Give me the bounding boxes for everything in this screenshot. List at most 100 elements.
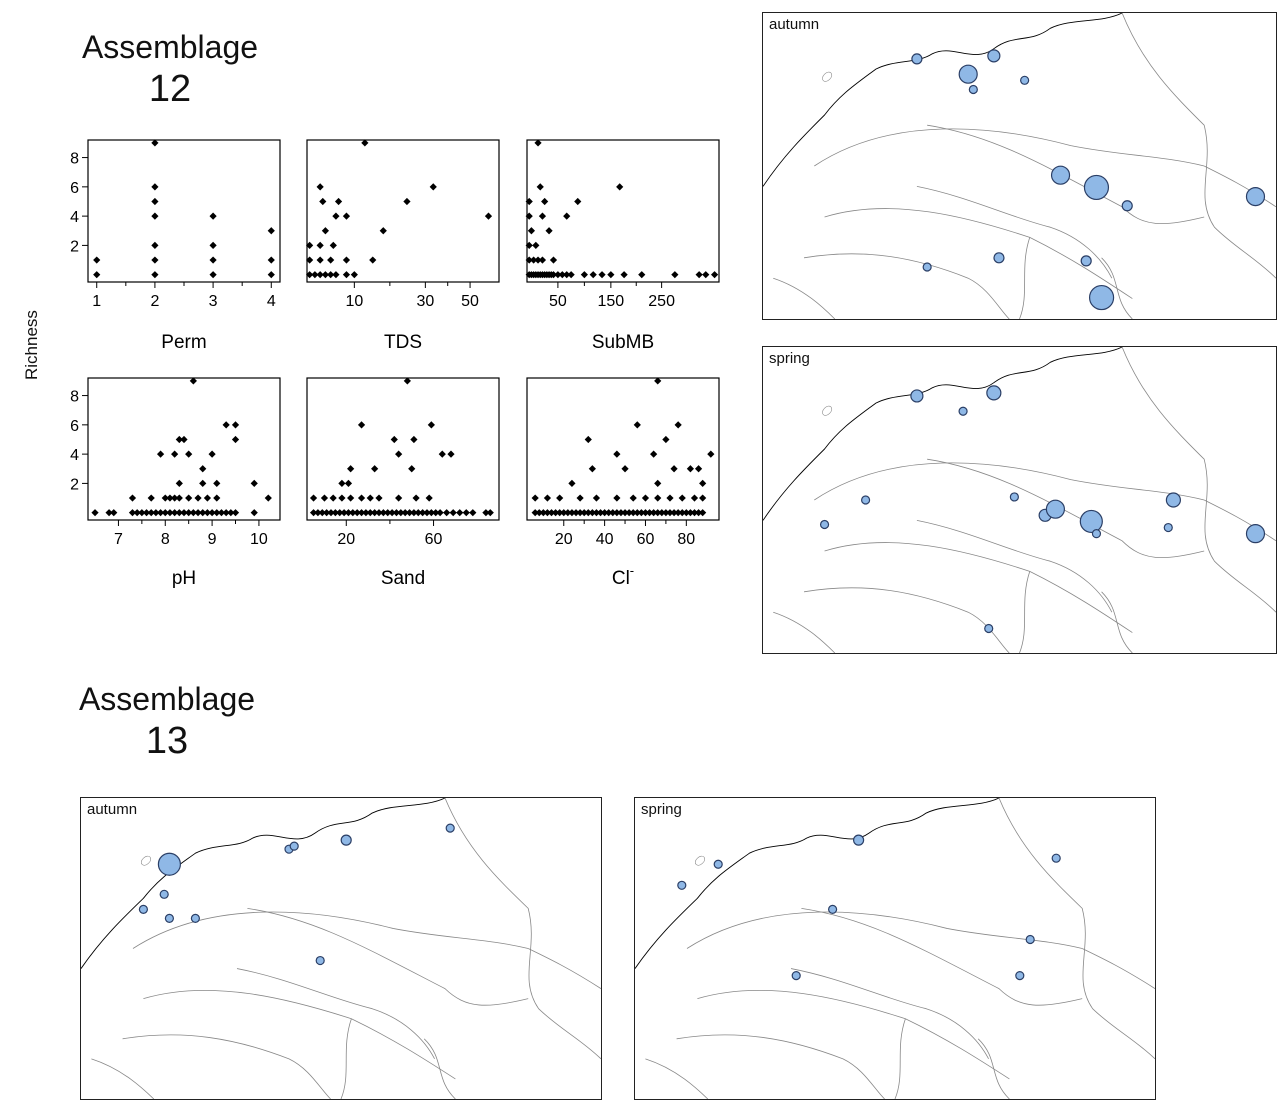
data-point: [568, 479, 576, 488]
map-boundary-line: [814, 463, 1204, 500]
occurrence-bubble: [1245, 187, 1266, 207]
data-point: [357, 421, 366, 429]
coastline: [763, 347, 1122, 520]
data-point: [332, 212, 340, 220]
data-point: [366, 494, 374, 502]
data-point: [222, 421, 230, 429]
data-point: [584, 509, 592, 517]
data-point: [349, 509, 357, 517]
data-point: [105, 509, 113, 517]
data-point: [128, 494, 137, 502]
x-tick-label: 150: [598, 293, 625, 310]
data-point: [629, 494, 637, 502]
map-boundary-line: [123, 1035, 331, 1099]
data-point: [151, 139, 159, 147]
x-tick-label: 1: [92, 293, 101, 310]
x-tick-label: 20: [555, 531, 573, 548]
data-point: [482, 509, 490, 517]
data-point: [486, 509, 494, 517]
map-boundary-line: [1020, 237, 1030, 319]
assemblage-12-heading: Assemblage 12: [55, 28, 285, 112]
data-point: [342, 212, 351, 220]
data-point: [532, 241, 540, 250]
map-boundary-line: [804, 254, 1009, 319]
data-point: [633, 509, 641, 517]
data-point: [175, 435, 183, 444]
data-point: [340, 509, 348, 517]
data-point: [620, 271, 628, 279]
data-point: [567, 271, 575, 279]
data-point: [128, 509, 137, 517]
map-boundary-line: [528, 949, 601, 989]
map-boundary-line: [804, 588, 1009, 653]
data-point: [199, 479, 207, 488]
data-point: [621, 509, 629, 517]
data-point: [560, 509, 568, 517]
data-point: [543, 494, 552, 502]
data-point: [91, 509, 99, 517]
y-tick-label: 2: [70, 238, 79, 255]
occurrence-bubble: [1165, 492, 1181, 508]
data-point: [645, 509, 654, 517]
data-point: [539, 509, 547, 517]
occurrence-bubble: [910, 389, 924, 403]
data-point: [357, 494, 366, 502]
data-point: [175, 509, 183, 517]
map-boundary-line: [1102, 592, 1133, 653]
data-point: [142, 509, 151, 517]
data-point: [323, 509, 331, 517]
data-point: [556, 509, 564, 517]
x-tick-label: 3: [209, 293, 218, 310]
data-point: [405, 509, 414, 517]
data-point: [638, 271, 646, 279]
data-point: [185, 450, 193, 458]
data-point: [350, 271, 358, 279]
data-point: [321, 227, 330, 235]
data-point: [592, 509, 601, 517]
data-point: [357, 509, 366, 517]
map-bubbles-svg: [911, 49, 1266, 311]
occurrence-bubble: [1050, 165, 1071, 185]
map-boundary-line: [801, 908, 1082, 1005]
data-point: [332, 271, 340, 279]
data-point: [543, 509, 552, 517]
x-axis-label: TDS: [384, 332, 422, 353]
data-point: [264, 494, 272, 502]
occurrence-bubble: [157, 852, 182, 876]
data-point: [203, 509, 212, 517]
occurrence-bubble: [986, 385, 1002, 401]
map-boundary-line: [978, 1039, 1009, 1099]
data-point: [147, 509, 155, 517]
data-point: [633, 421, 641, 429]
data-point: [686, 509, 695, 517]
map-assemblage-13-spring: spring: [634, 797, 1156, 1100]
data-point: [419, 509, 427, 517]
y-tick-label: 2: [70, 476, 79, 493]
data-point: [180, 509, 188, 517]
occurrence-bubble: [958, 64, 978, 84]
data-point: [316, 256, 324, 264]
x-tick-label: 40: [596, 531, 614, 548]
data-point: [309, 494, 318, 502]
data-point: [208, 450, 216, 458]
data-point: [410, 435, 418, 444]
data-point: [484, 212, 493, 220]
data-point: [151, 212, 159, 220]
y-tick-label: 6: [70, 418, 79, 435]
occurrence-bubble: [1015, 970, 1025, 981]
data-point: [231, 421, 240, 429]
occurrence-bubble: [677, 880, 687, 890]
occurrence-bubble: [159, 889, 169, 899]
map-boundary-line: [1102, 258, 1133, 319]
plot-frame: [306, 377, 500, 521]
data-point: [334, 197, 343, 206]
map-season-label: spring: [641, 801, 682, 818]
plot-frame: [526, 139, 720, 283]
data-point: [161, 509, 169, 517]
map-boundary-line: [91, 1059, 153, 1099]
data-point: [554, 271, 562, 279]
data-point: [699, 494, 707, 502]
data-point: [654, 494, 662, 502]
map-boundary-line: [1204, 500, 1276, 541]
data-point: [353, 509, 361, 517]
